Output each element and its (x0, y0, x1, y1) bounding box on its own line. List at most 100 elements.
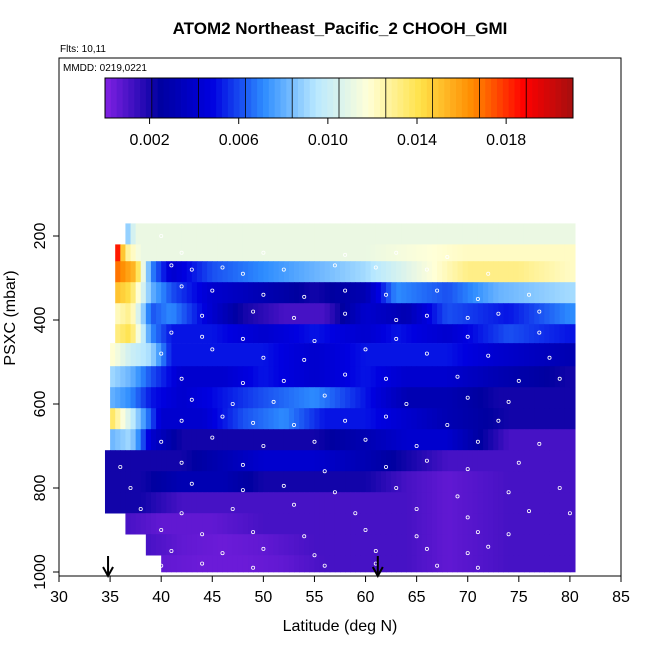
heatmap-cell (171, 282, 178, 304)
heatmap-cell (513, 223, 520, 245)
heatmap-cell (319, 513, 326, 535)
heatmap-cell (314, 534, 321, 556)
heatmap-cell (263, 513, 269, 535)
heatmap-cell (319, 450, 326, 472)
heatmap-cell (559, 343, 566, 367)
heatmap-cell (140, 471, 147, 493)
heatmap-cell (232, 223, 239, 245)
sample-points (118, 233, 572, 570)
heatmap-cell (253, 261, 259, 283)
heatmap-cell (503, 387, 510, 409)
heatmap-cell (340, 366, 346, 388)
x-tick-label: 65 (408, 589, 426, 606)
heatmap-cell (324, 223, 331, 245)
heatmap-cell (411, 492, 418, 514)
heatmap-cell (212, 513, 218, 535)
heatmap-cell (391, 223, 397, 245)
heatmap-cell (477, 303, 484, 325)
heatmap-cell (564, 282, 571, 304)
heatmap-cell (207, 429, 213, 451)
colorbar-swatch (432, 78, 439, 118)
heatmap-cell (294, 223, 300, 245)
heatmap-cell (488, 282, 494, 304)
heatmap-cell (483, 261, 489, 283)
heatmap-cell (401, 450, 407, 472)
heatmap-cell (314, 343, 321, 367)
heatmap-cell (355, 343, 361, 367)
sample-point (332, 490, 337, 495)
heatmap-cell (125, 429, 132, 451)
sample-point (465, 551, 470, 556)
heatmap-cell (437, 555, 443, 573)
heatmap-cell (365, 534, 372, 556)
heatmap-cell (554, 534, 561, 556)
heatmap-cell (145, 324, 152, 344)
heatmap-cell (493, 534, 499, 556)
heatmap-cell (406, 223, 413, 245)
heatmap-cell (523, 429, 530, 451)
heatmap-cell (242, 471, 249, 493)
sample-point (414, 506, 419, 511)
colorbar-swatch (397, 78, 404, 118)
heatmap-cell (288, 223, 295, 245)
heatmap-cell (329, 387, 336, 409)
heatmap-cell (171, 534, 178, 556)
heatmap-cell (299, 343, 305, 367)
y-axis-label: PSXC (mbar) (2, 270, 19, 365)
heatmap-cell (350, 513, 356, 535)
heatmap-cell (467, 408, 474, 430)
heatmap-cell (171, 429, 178, 451)
heatmap-cell (503, 324, 510, 344)
heatmap-cell (472, 492, 479, 514)
heatmap-cell (268, 303, 275, 325)
heatmap-cell (125, 343, 132, 367)
heatmap-cell (564, 450, 571, 472)
heatmap-cell (191, 387, 198, 409)
sample-point (118, 464, 123, 469)
heatmap-cell (355, 303, 361, 325)
heatmap-cell (166, 324, 172, 344)
heatmap-cell (452, 282, 459, 304)
heatmap-cell (263, 408, 269, 430)
heatmap-cell (513, 366, 520, 388)
heatmap-cell (401, 324, 407, 344)
heatmap-cell (115, 324, 121, 344)
heatmap-cell (217, 366, 223, 388)
sample-point (210, 288, 215, 293)
heatmap-cell (232, 387, 239, 409)
heatmap-cell (288, 324, 295, 344)
heatmap-cell (370, 244, 377, 262)
colorbar-swatch (233, 78, 240, 118)
heatmap-cell (299, 324, 305, 344)
heatmap-cell (176, 244, 183, 262)
heatmap-cell (513, 244, 520, 262)
heatmap-cell (380, 366, 387, 388)
heatmap-cell (125, 471, 132, 493)
heatmap-cell (248, 261, 254, 283)
heatmap-cell (166, 343, 172, 367)
heatmap-cell (375, 534, 382, 556)
heatmap-cell (304, 408, 310, 430)
heatmap-cell (396, 492, 402, 514)
heatmap-cell (529, 223, 535, 245)
heatmap-cell (217, 408, 223, 430)
heatmap-cell (534, 555, 540, 573)
heatmap-cell (120, 387, 126, 409)
sample-point (261, 355, 266, 360)
heatmap-cell (416, 492, 423, 514)
colorbar-swatch (251, 78, 258, 118)
heatmap-cell (452, 471, 459, 493)
heatmap-cell (391, 555, 397, 573)
heatmap-cell (115, 244, 121, 262)
sample-point (506, 399, 511, 404)
heatmap-cell (426, 261, 433, 283)
heatmap-cell (253, 366, 259, 388)
heatmap-cell (370, 223, 377, 245)
heatmap-cell (365, 492, 372, 514)
heatmap-cell (186, 429, 193, 451)
heatmap-cell (483, 303, 489, 325)
colorbar-swatch (461, 78, 469, 118)
heatmap-cell (416, 387, 423, 409)
heatmap-cell (263, 282, 269, 304)
x-tick-label: 75 (510, 589, 528, 606)
